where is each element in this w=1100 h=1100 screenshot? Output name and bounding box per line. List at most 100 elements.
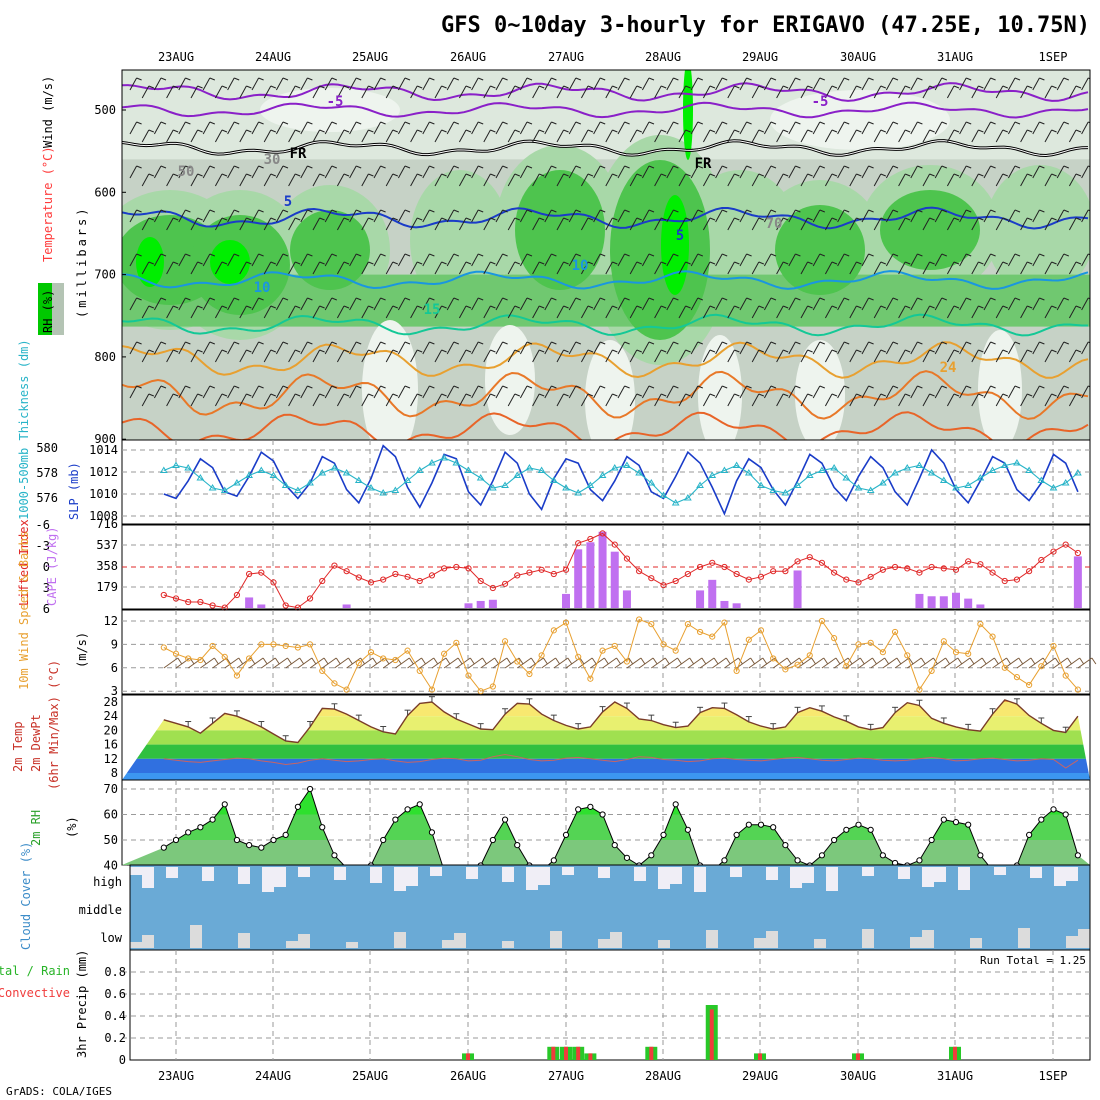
wind-barb [673, 297, 679, 301]
wind-barb [173, 85, 179, 89]
surface-wind-barb [677, 657, 682, 665]
wind-barb [166, 261, 174, 275]
contour-freezing-inner [122, 140, 1089, 157]
thickness-series-point [610, 464, 619, 471]
wind-barb [727, 129, 735, 143]
wind-barb [880, 217, 886, 221]
date-axis-top: 23AUG 24AUG 25AUG 26AUG 27AUG 28AUG 29AUG 30AUG… [158, 50, 1068, 64]
wind-barb [1039, 209, 1045, 213]
surface-wind-barb [1067, 657, 1072, 665]
wind-barb [844, 253, 850, 257]
wind-barb [678, 393, 687, 407]
wind-barb [526, 253, 533, 257]
wind-barb [465, 173, 472, 177]
wind-barb [788, 253, 796, 267]
wind-barb [471, 253, 479, 267]
wind-barb [166, 217, 174, 231]
wind-barb [446, 341, 455, 355]
lifted-index-series-point [246, 570, 253, 578]
chart-title: GFS 0~10day 3-hourly for ERIGAVO (47.25E… [441, 13, 1090, 38]
wind-barb [453, 341, 459, 345]
wind-barb [514, 173, 520, 177]
surface-wind-barb [577, 657, 593, 669]
wind-speed-series-point [453, 639, 460, 646]
cape-tick: 179 [96, 580, 118, 594]
wind-barb [1063, 253, 1069, 257]
surface-wind-barb [616, 657, 621, 665]
wind-barb [495, 253, 504, 267]
cape-bar [939, 596, 948, 608]
wind-barb [1039, 297, 1045, 301]
wind-barb [202, 121, 211, 135]
lifted-index-series-point [648, 575, 655, 582]
wind-barb [856, 129, 862, 133]
wind-barb [1039, 77, 1045, 81]
rh-series-point [160, 844, 167, 851]
wind-barb [685, 393, 691, 397]
wind-barb [422, 385, 430, 399]
surface-wind-barb [299, 657, 305, 665]
contour-label: 10 [572, 258, 589, 274]
wind-barb [751, 173, 760, 187]
wind-speed-series-point [843, 663, 850, 670]
wind-barb [1007, 121, 1016, 135]
cape-bar [622, 590, 631, 608]
wind-barb [221, 393, 228, 397]
wind-barb [1088, 253, 1090, 256]
wind-barb [575, 77, 581, 81]
surface-wind-barb [238, 657, 244, 665]
wind-barb [934, 253, 943, 267]
high-cloud-gap [694, 867, 706, 892]
surface-wind-barb [469, 657, 475, 665]
wind-barb [356, 385, 362, 389]
wind-barb [702, 261, 711, 275]
wind-barb [1088, 297, 1090, 300]
wind-barb [258, 385, 264, 389]
wind-barb [551, 341, 557, 345]
wind-barb [709, 173, 716, 177]
cape-bar [598, 531, 607, 608]
wind-barb [1056, 253, 1065, 267]
surface-wind-barb [711, 657, 727, 669]
precip-convective-bar [588, 1053, 593, 1060]
wind-barb [568, 121, 577, 135]
date-label-bottom: 30AUG [840, 1069, 876, 1083]
wind-barb [129, 341, 138, 355]
wind-barb [959, 297, 967, 311]
precip-label: 3hr Precip (mm) [75, 950, 89, 1058]
wind-barb [1088, 165, 1090, 168]
wind-barb [173, 173, 179, 177]
low-cloud-bar [394, 932, 406, 948]
surface-wind-barb [541, 657, 556, 669]
lifted-index-series-point [501, 580, 509, 587]
rh-blob [770, 90, 950, 150]
wind-barb [861, 121, 870, 135]
wind-barb [234, 209, 240, 213]
surface-wind-barb [346, 657, 361, 669]
wind-barb [739, 253, 748, 267]
wind-barb [715, 209, 723, 223]
wind-barb [490, 85, 496, 89]
lifted-index-series-point [416, 577, 423, 585]
wind-barb [722, 77, 728, 81]
wind-barb [971, 305, 979, 319]
surface-wind-barb [492, 657, 508, 669]
wind-barb [685, 261, 691, 265]
wind-barb [966, 385, 972, 389]
wind-barb [990, 385, 996, 389]
rh-series-point [428, 829, 436, 836]
contour-label: 24 [940, 360, 957, 376]
wind-barb [959, 253, 967, 267]
wind-barb [673, 121, 679, 125]
wind-barb [129, 297, 138, 311]
wind-barb [1032, 385, 1040, 399]
wind-barb [983, 297, 992, 311]
rh-series-point [282, 831, 289, 839]
wind-barb [1014, 253, 1021, 257]
thickness-series-point [964, 481, 973, 488]
wind-barb [209, 253, 215, 257]
thickness-series-point [891, 469, 899, 476]
wind-barb [1032, 165, 1040, 179]
wind-barb [873, 393, 882, 407]
wind-barb [1014, 121, 1021, 125]
